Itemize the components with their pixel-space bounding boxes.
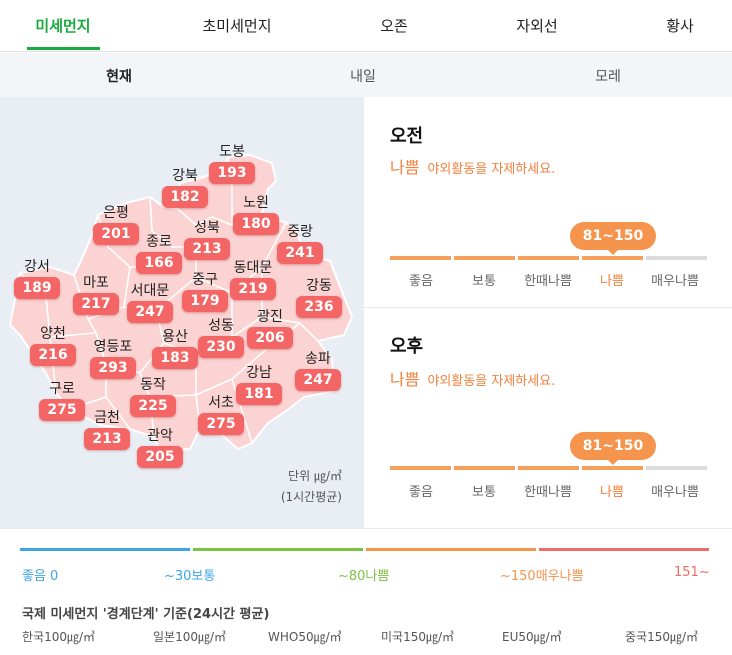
- scale-segment: [390, 466, 451, 470]
- legend-bar-very-bad: [539, 548, 709, 551]
- district-eunpyeong[interactable]: 은평 201: [93, 205, 139, 245]
- legend-bar-good: [20, 548, 190, 551]
- morning-grade: 나쁨 야외활동을 자제하세요.: [390, 154, 555, 178]
- pollutant-tabs: 미세먼지 초미세먼지 오존 자외선 황사: [0, 0, 732, 52]
- district-gangdong[interactable]: 강동 236: [296, 278, 342, 318]
- district-gangseo[interactable]: 강서 189: [14, 259, 60, 299]
- standard-item: 중국150㎍/㎥: [625, 630, 699, 644]
- seoul-map: 도봉 193 강북 182 노원 180 은평 201 종로 166 성북 21…: [0, 97, 364, 528]
- period-morning-title: 오전: [390, 126, 424, 147]
- scale-label-active: 나쁨: [600, 485, 624, 500]
- afternoon-range-bubble: 81~150: [570, 432, 656, 465]
- scale-label: 한때나쁨: [524, 274, 572, 289]
- district-dobong[interactable]: 도봉 193: [209, 144, 255, 184]
- standard-item: 한국100㎍/㎥: [22, 630, 96, 644]
- legend-label: ~80나쁨: [338, 569, 390, 584]
- scale-label-active: 나쁨: [600, 274, 624, 289]
- district-seodaemun[interactable]: 서대문 247: [127, 283, 173, 323]
- scale-segment: [582, 256, 643, 260]
- panel-divider: [364, 307, 732, 308]
- district-geumcheon[interactable]: 금천 213: [84, 410, 130, 450]
- standard-item: 미국150㎍/㎥: [381, 630, 455, 644]
- district-songpa[interactable]: 송파 247: [295, 351, 341, 391]
- subtab-day-after[interactable]: 모레: [595, 69, 621, 85]
- district-gwangjin[interactable]: 광진 206: [247, 309, 293, 349]
- tab-yellow-dust[interactable]: 황사: [666, 17, 694, 35]
- district-yongsan[interactable]: 용산 183: [152, 329, 198, 369]
- legend-bar-normal: [193, 548, 363, 551]
- district-junggu[interactable]: 중구 179: [182, 272, 228, 312]
- subtab-now[interactable]: 현재: [106, 69, 132, 85]
- scale-label: 좋음: [409, 485, 433, 500]
- scale-label: 보통: [472, 485, 496, 500]
- standards-title: 국제 미세먼지 '경계단계' 기준(24시간 평균): [22, 607, 270, 622]
- district-nowon[interactable]: 노원 180: [233, 195, 279, 235]
- tab-ozone[interactable]: 오존: [380, 17, 408, 35]
- legend-bar-bad: [366, 548, 536, 551]
- district-mapo[interactable]: 마포 217: [73, 275, 119, 315]
- tab-ultrafine-dust[interactable]: 초미세먼지: [202, 17, 272, 35]
- scale-segment: [518, 466, 579, 470]
- standard-item: EU50㎍/㎥: [502, 630, 562, 644]
- morning-grade-message: 야외활동을 자제하세요.: [427, 162, 556, 177]
- scale-segment: [646, 466, 707, 470]
- afternoon-grade: 나쁨 야외활동을 자제하세요.: [390, 366, 555, 390]
- tab-fine-dust[interactable]: 미세먼지: [35, 17, 91, 35]
- scale-segment: [454, 256, 515, 260]
- district-seongbuk[interactable]: 성북 213: [184, 220, 230, 260]
- section-divider: [0, 528, 732, 529]
- scale-segment: [582, 466, 643, 470]
- district-seongdong[interactable]: 성동 230: [198, 318, 244, 358]
- scale-label: 매우나쁨: [651, 485, 699, 500]
- district-jungnang[interactable]: 중랑 241: [277, 224, 323, 264]
- district-dongjak[interactable]: 동작 225: [130, 377, 176, 417]
- active-tab-indicator: [27, 47, 100, 50]
- district-gangbuk[interactable]: 강북 182: [162, 168, 208, 208]
- district-gwanak[interactable]: 관악 205: [137, 428, 183, 468]
- legend-label: ~150매우나쁨: [500, 569, 584, 584]
- district-gangnam[interactable]: 강남 181: [236, 365, 282, 405]
- tab-uv[interactable]: 자외선: [516, 17, 558, 35]
- morning-grade-label: 나쁨: [390, 158, 420, 177]
- scale-label: 한때나쁨: [524, 485, 572, 500]
- scale-segment: [454, 466, 515, 470]
- afternoon-grade-message: 야외활동을 자제하세요.: [427, 374, 556, 389]
- day-tabs: 현재 내일 모레: [0, 53, 732, 97]
- district-jongno[interactable]: 종로 166: [136, 234, 182, 274]
- afternoon-grade-label: 나쁨: [390, 370, 420, 389]
- legend-label: 151~: [674, 565, 710, 580]
- unit-note: (1시간평균): [280, 490, 342, 504]
- legend-label: 좋음 0: [22, 569, 59, 584]
- subtab-tomorrow[interactable]: 내일: [350, 69, 376, 85]
- district-dongdaemun[interactable]: 동대문 219: [230, 260, 276, 300]
- scale-label: 매우나쁨: [651, 274, 699, 289]
- district-seocho[interactable]: 서초 275: [198, 395, 244, 435]
- scale-label: 좋음: [409, 274, 433, 289]
- morning-range-bubble: 81~150: [570, 222, 656, 255]
- district-yangcheon[interactable]: 양천 216: [30, 326, 76, 366]
- scale-segment: [518, 256, 579, 260]
- district-guro[interactable]: 구로 275: [39, 381, 85, 421]
- period-afternoon-title: 오후: [390, 336, 424, 357]
- standard-item: 일본100㎍/㎥: [153, 630, 227, 644]
- unit-label: 단위 ㎍/㎥: [288, 469, 342, 483]
- scale-segment: [646, 256, 707, 260]
- scale-segment: [390, 256, 451, 260]
- legend-label: ~30보통: [164, 569, 216, 584]
- scale-label: 보통: [472, 274, 496, 289]
- district-yeongdeungpo[interactable]: 영등포 293: [90, 339, 136, 379]
- standard-item: WHO50㎍/㎥: [268, 630, 342, 644]
